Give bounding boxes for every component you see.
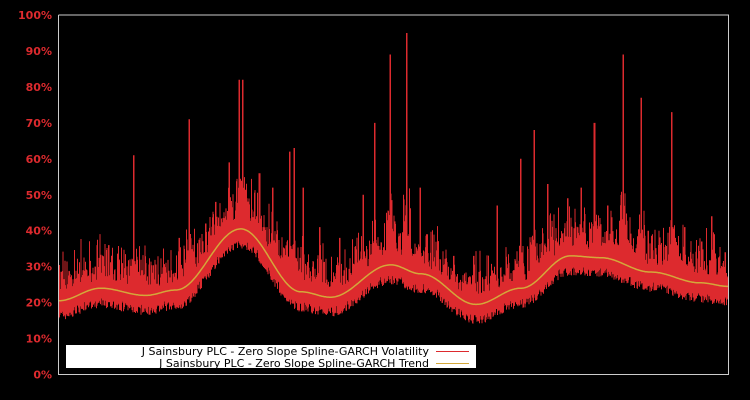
legend-label-volatility: J Sainsbury PLC - Zero Slope Spline-GARC… bbox=[141, 345, 430, 358]
y-tick-label: 0% bbox=[33, 369, 52, 382]
legend-box bbox=[66, 345, 476, 368]
y-tick-label: 80% bbox=[26, 81, 52, 94]
y-tick-label: 60% bbox=[26, 153, 52, 166]
volatility-series bbox=[58, 33, 729, 324]
trend-series bbox=[58, 228, 729, 306]
y-tick-label: 90% bbox=[26, 45, 52, 58]
y-tick-label: 100% bbox=[18, 9, 52, 22]
y-tick-label: 40% bbox=[26, 225, 52, 238]
y-tick-label: 10% bbox=[26, 333, 52, 346]
legend-label-trend: J Sainsbury PLC - Zero Slope Spline-GARC… bbox=[158, 357, 429, 370]
y-tick-label: 70% bbox=[26, 117, 52, 130]
legend: J Sainsbury PLC - Zero Slope Spline-GARC… bbox=[66, 345, 476, 370]
y-tick-label: 30% bbox=[26, 261, 52, 274]
plot-frame bbox=[58, 14, 729, 375]
y-tick-label: 50% bbox=[26, 189, 52, 202]
y-tick-label: 20% bbox=[26, 297, 52, 310]
y-axis-ticks: 0% 10% 20% 30% 40% 50% 60% 70% 80% 90% 100% bbox=[18, 9, 52, 382]
plot-area bbox=[58, 33, 729, 324]
